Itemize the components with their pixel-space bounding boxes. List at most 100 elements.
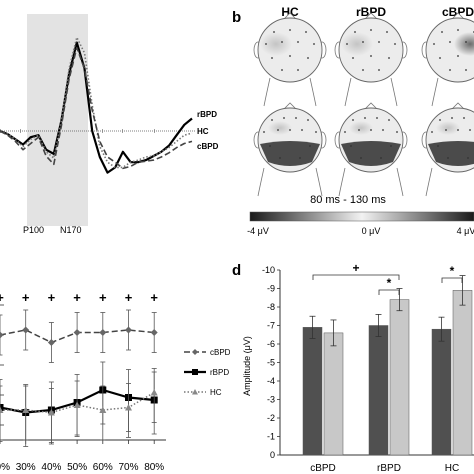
d-y-tick-label-2: -8 [267,302,275,312]
scalp-activity-blob [341,32,373,56]
scalp-electrode [362,69,364,71]
scalp-electrode [360,157,362,159]
scalp-electrode [283,117,285,119]
scalp-electrode [431,131,433,133]
panel-a: rBPD HC cBPD P100 N170 [0,14,219,235]
d-y-tick-label-3: -7 [267,321,275,331]
c-point-cBPD [99,329,107,336]
c-point-cBPD [150,329,158,336]
scalp-electrode [469,129,471,131]
scalp-electrode [449,69,451,71]
scalp-electrode [445,129,447,131]
c-significance-1: + [22,290,30,305]
c-x-tick-label-2: 40% [41,462,61,473]
c-legend-label-rBPD: rBPD [210,368,229,377]
c-significance-0: + [0,290,4,305]
scalp-activity-blob [260,32,292,56]
scalp-electrode [386,31,388,33]
scalp-electrode [352,57,354,59]
scalp-map-cBPD-top [421,12,474,107]
erp-series-group [0,36,196,174]
d-x-label-rBPD: rBPD [377,463,401,474]
scalp-nose [283,102,297,110]
c-x-tick-label-6: 80% [144,462,164,473]
colorbar [249,211,474,222]
erp-legend-cBPD: cBPD [197,142,219,151]
colorbar-tick-zero: 0 μV [362,226,381,236]
scalp-group-headers: HC rBPD cBPD [281,5,474,19]
scalp-map-rBPD-top [334,12,408,107]
d-y-tick-label-4: -6 [267,339,275,349]
scalp-electrode [394,43,396,45]
c-x-tick-label-5: 70% [118,462,138,473]
d-bar-rBPD-2 [389,299,410,456]
scalp-electrode [437,145,439,147]
scalp-electrode [289,29,291,31]
d-y-tick-label-1: -9 [267,284,275,294]
d-bar-cBPD-2 [323,332,344,456]
scalp-electrode [433,43,435,45]
scalp-electrode [295,117,297,119]
d-bar-HC-2 [452,290,473,456]
scalp-map-cBPD-bottom [421,102,474,197]
scalp-electrode [271,119,273,121]
d-bar-HC-1 [431,328,452,456]
scalp-electrode [465,41,467,43]
d-y-tick-label-8: -2 [267,413,275,423]
c-point-cBPD [0,331,4,339]
scalp-electrode [388,57,390,59]
scalp-electrode [281,69,283,71]
scalp-electrode [263,131,265,133]
scalp-electrode [307,119,309,121]
scalp-electrode [352,119,354,121]
scalp-neck-left [344,77,352,107]
d-significance-marker-1: * [387,276,392,290]
c-point-HC [99,406,107,413]
scalp-occipital-region [341,141,401,166]
c-point-HC [150,389,158,396]
scalp-electrode [307,57,309,59]
scalp-electrode [396,131,398,133]
c-x-tick-label-4: 60% [93,462,113,473]
scalp-occipital-region [428,141,474,166]
scalp-electrode [273,31,275,33]
d-significance-marker-0: + [352,261,359,275]
panel-label-b: b [232,9,241,26]
scalp-map-HC-top [253,12,327,107]
panel-c: 20% 30% 40% 50% 60% 70% 80% + + + + + + + cBPD rBPD HC [0,290,231,473]
d-bar-cBPD-1 [302,327,323,456]
scalp-map-HC-bottom [253,102,327,197]
c-axes: 20% 30% 40% 50% 60% 70% 80% + + + + + + + [0,290,166,473]
scalp-electrode [441,31,443,33]
colorbar-tick-max: 4 μV [457,226,474,236]
scalp-nose [451,12,465,20]
scalp-electrode [447,157,449,159]
d-y-tick-label-5: -5 [267,358,275,368]
scalp-electrode [358,129,360,131]
c-significance-3: + [73,290,81,305]
scalp-neck-left [257,167,265,197]
scalp-electrode [271,57,273,59]
scalp-electrode [297,69,299,71]
scalp-electrode [380,157,382,159]
scalp-electrode [457,55,459,57]
scalp-neck-left [425,167,433,197]
scalp-electrode [346,43,348,45]
d-ylabel: Amplitude (μV) [242,336,252,396]
scalp-electrode [301,129,303,131]
scalp-electrode [378,69,380,71]
scalp-neck-right [315,167,323,197]
scalp-electrode [362,41,364,43]
d-y-tick-label-6: -4 [267,376,275,386]
scalp-electrode [370,129,372,131]
scalp-electrode [451,117,453,119]
scalp-electrode [289,129,291,131]
d-significance-bracket-0 [312,274,400,280]
c-point-HC [0,406,4,413]
scalp-header-rBPD: rBPD [356,5,386,19]
scalp-nose [364,102,378,110]
d-x-label-cBPD: cBPD [310,463,336,474]
scalp-nose [451,102,465,110]
scalp-electrode [281,41,283,43]
